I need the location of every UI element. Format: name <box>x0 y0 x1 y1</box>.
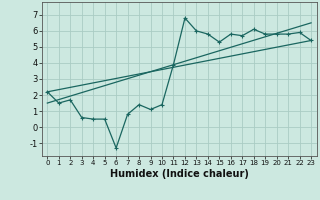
X-axis label: Humidex (Indice chaleur): Humidex (Indice chaleur) <box>110 169 249 179</box>
